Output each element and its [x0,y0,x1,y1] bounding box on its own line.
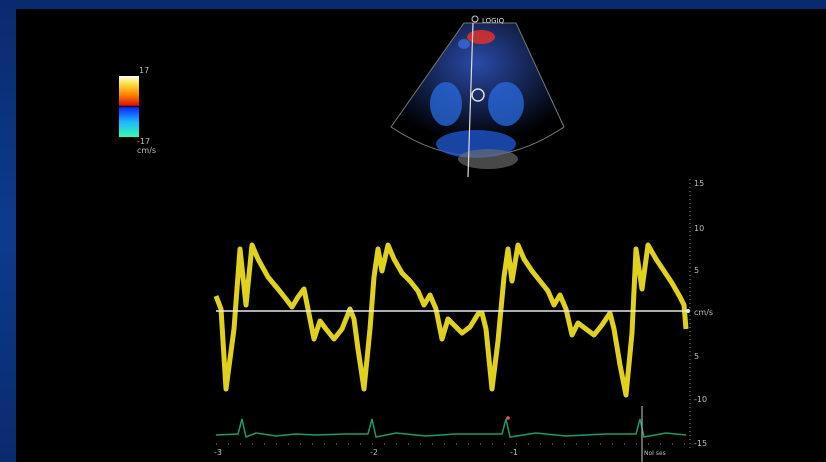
ecg-trace: NoI ses -3 -2 -1 [214,406,688,462]
velocity-tick-neg5: 5 [694,352,699,361]
time-label-neg2: -2 [370,448,378,457]
color-scale-top-label: 17 [139,66,149,75]
color-scale-unit: cm/s [137,146,156,155]
color-flow-red [467,30,495,44]
color-flow-blue [488,82,524,126]
ultrasound-canvas: 17 -17 cm/s LOGIQ 15 10 5 [119,15,713,462]
probe-orientation-icon [471,15,479,23]
sample-volume [471,88,485,102]
brand-label: LOGIQ [482,17,505,25]
tissue-echo [458,149,518,169]
velocity-tick-15: 15 [694,179,704,188]
velocity-tick-5: 5 [694,266,699,275]
velocity-tick-10: 10 [694,224,704,233]
velocity-tick-neg10: -10 [694,395,707,404]
spectral-doppler: 15 10 5 cm/s 5 -10 -15 [213,179,713,449]
color-flow-blue [458,39,470,49]
doppler-cursor-line [467,22,474,178]
color-scale-bar [119,76,139,137]
velocity-tick-neg15: -15 [694,439,707,448]
sector-image: LOGIQ [390,15,565,178]
doppler-waveform [213,242,689,398]
baseline-marker [686,309,690,313]
time-label-neg3: -3 [214,448,222,457]
color-scale-bottom-label: -17 [137,137,150,146]
color-flow-blue [430,82,462,126]
time-label-neg1: -1 [510,448,518,457]
color-scale: 17 -17 cm/s [119,66,156,155]
time-cursor-label: NoI ses [644,450,666,457]
ecg-waveform [215,418,687,439]
ecg-trigger-marker [506,416,510,420]
velocity-unit: cm/s [694,308,713,317]
ultrasound-display: 17 -17 cm/s LOGIQ 15 10 5 [16,9,826,462]
